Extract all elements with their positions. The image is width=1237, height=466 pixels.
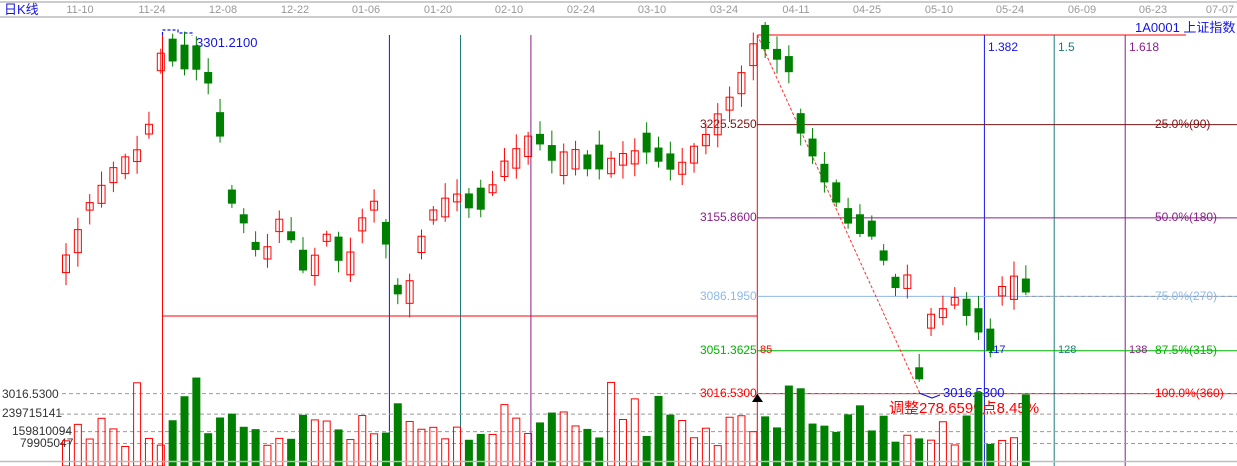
svg-text:87.5%(315): 87.5%(315): [1155, 343, 1217, 357]
svg-text:11-10: 11-10: [66, 4, 93, 16]
svg-text:03-10: 03-10: [638, 4, 666, 16]
svg-text:79905047: 79905047: [20, 436, 74, 450]
svg-text:04-11: 04-11: [782, 4, 809, 16]
svg-text:3155.8600: 3155.8600: [700, 210, 757, 224]
svg-text:05-10: 05-10: [925, 4, 953, 16]
svg-text:02-10: 02-10: [495, 4, 523, 16]
svg-text:3016.5300: 3016.5300: [2, 387, 59, 401]
svg-text:05-24: 05-24: [996, 4, 1024, 16]
svg-text:50.0%(180): 50.0%(180): [1155, 210, 1217, 224]
svg-text:3016.5300: 3016.5300: [943, 385, 1004, 400]
svg-text:75.0%(270): 75.0%(270): [1155, 289, 1217, 303]
svg-text:06-09: 06-09: [1068, 4, 1096, 16]
svg-text:04-25: 04-25: [853, 4, 881, 16]
svg-text:3051.3625: 3051.3625: [700, 343, 757, 357]
svg-text:06-23: 06-23: [1139, 4, 1167, 16]
svg-text:239715141: 239715141: [2, 406, 62, 420]
svg-text:3016.5300: 3016.5300: [700, 386, 757, 400]
svg-text:07-07: 07-07: [1206, 4, 1234, 16]
svg-text:1.5: 1.5: [1058, 40, 1075, 54]
svg-text:12-22: 12-22: [281, 4, 309, 16]
svg-text:11-24: 11-24: [138, 4, 165, 16]
svg-text:12-08: 12-08: [209, 4, 237, 16]
svg-text:128: 128: [1058, 344, 1076, 356]
svg-text:3301.2100: 3301.2100: [196, 35, 257, 50]
svg-text:01-20: 01-20: [424, 4, 452, 16]
svg-text:3225.5250: 3225.5250: [700, 117, 757, 131]
svg-text:日K线: 日K线: [4, 2, 39, 17]
svg-text:1.618: 1.618: [1129, 40, 1159, 54]
svg-text:25.0%(90): 25.0%(90): [1155, 117, 1210, 131]
svg-text:02-24: 02-24: [567, 4, 595, 16]
svg-text:100.0%(360): 100.0%(360): [1155, 386, 1224, 400]
svg-text:1.382: 1.382: [988, 40, 1018, 54]
svg-text:3086.1950: 3086.1950: [700, 289, 757, 303]
svg-text:85: 85: [760, 344, 772, 356]
svg-text:01-06: 01-06: [352, 4, 380, 16]
svg-text:138: 138: [1129, 344, 1147, 356]
svg-text:1A0001 上证指数: 1A0001 上证指数: [1135, 20, 1235, 35]
svg-text:03-24: 03-24: [710, 4, 738, 16]
